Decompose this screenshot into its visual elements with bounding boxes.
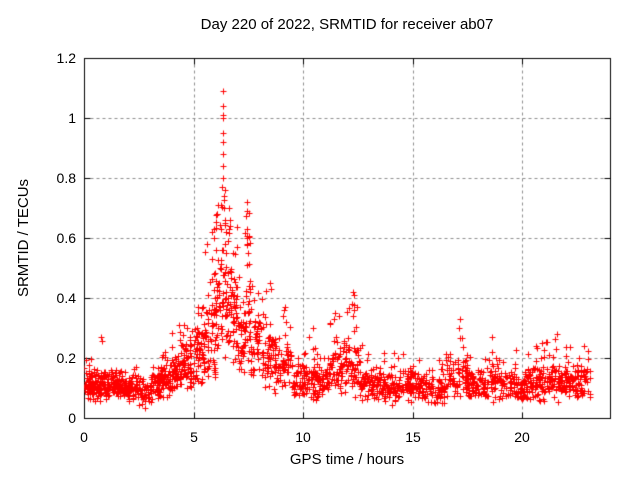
y-tick-label: 0.2	[56, 350, 76, 366]
x-tick-label: 10	[295, 429, 311, 445]
y-tick-label: 0.8	[56, 170, 76, 186]
chart-title: Day 220 of 2022, SRMTID for receiver ab0…	[200, 16, 494, 33]
y-tick-label: 1	[68, 110, 76, 126]
x-tick-label: 0	[80, 429, 88, 445]
x-axis-label: GPS time / hours	[289, 451, 405, 468]
x-tick-label: 15	[405, 429, 421, 445]
x-tick-label: 5	[190, 429, 198, 445]
y-tick-label: 0	[68, 410, 76, 426]
y-tick-label: 0.4	[56, 290, 76, 306]
y-tick-label: 0.6	[56, 230, 76, 246]
y-tick-label: 1.2	[56, 50, 76, 66]
x-tick-label: 20	[514, 429, 530, 445]
